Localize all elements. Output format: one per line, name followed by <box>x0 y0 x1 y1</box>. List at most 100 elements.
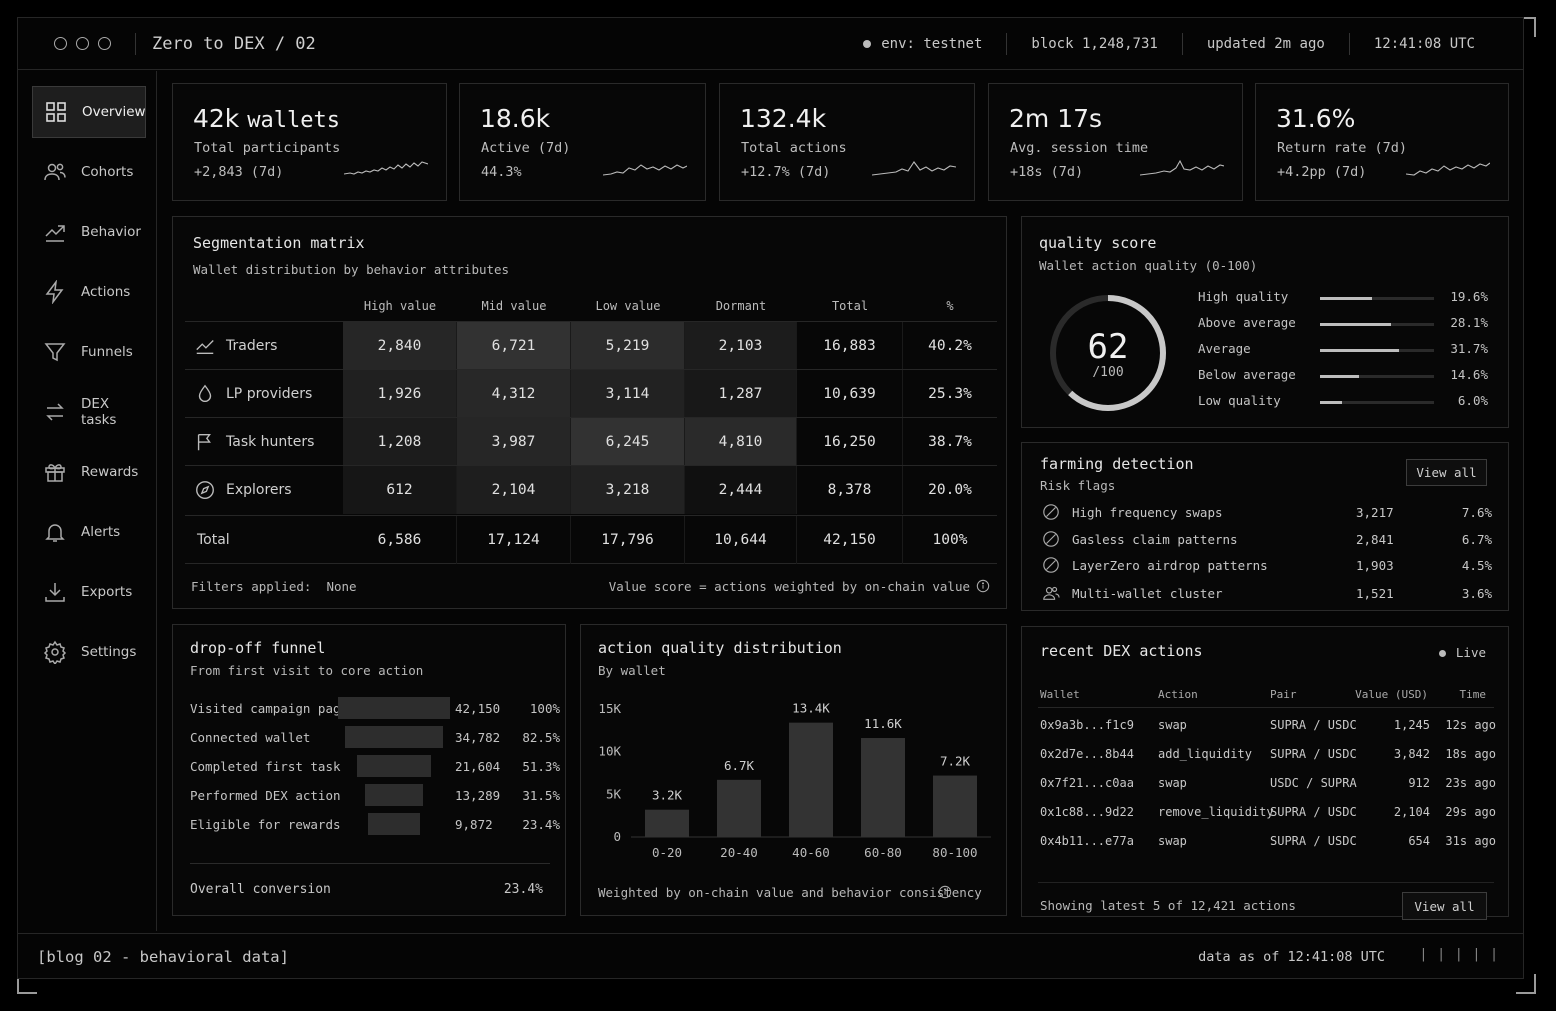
row-label: Explorers <box>226 482 292 498</box>
sidebar-item-label: Actions <box>81 284 131 300</box>
gear-icon <box>43 640 67 664</box>
data-timestamp: data as of 12:41:08 UTC <box>1198 949 1385 965</box>
matrix-cell[interactable]: 2,840 <box>343 322 457 370</box>
sidebar-item-alerts[interactable]: Alerts <box>32 506 146 558</box>
quality-bar-fill <box>1320 349 1399 352</box>
funnel-bar <box>338 697 450 719</box>
sidebar-item-funnels[interactable]: Funnels <box>32 326 146 378</box>
funnel-step-percent: 31.5% <box>522 788 560 803</box>
funnel-step[interactable]: Connected wallet 34,782 82.5% <box>190 723 560 752</box>
quality-score-value: 62 <box>1087 327 1129 367</box>
kpi-value: 18.6k <box>480 104 551 133</box>
quality-label: Average <box>1198 341 1251 356</box>
matrix-cell[interactable]: 5,219 <box>571 322 685 370</box>
bar-value-label: 11.6K <box>864 716 902 731</box>
time-cell: 29s ago <box>1445 805 1496 819</box>
matrix-row-lp-providers[interactable]: LP providers 1,926 4,312 3,114 1,287 10,… <box>185 369 997 418</box>
quality-bar-fill <box>1320 401 1342 404</box>
matrix-cell[interactable]: 4,810 <box>685 418 797 466</box>
sidebar-item-behavior[interactable]: Behavior <box>32 206 146 258</box>
row-label: LP providers <box>226 386 313 402</box>
table-row[interactable]: 0x7f21...c0aa swap USDC / SUPRA 912 23s ago <box>1022 776 1510 798</box>
info-icon[interactable] <box>976 579 990 593</box>
matrix-row-explorers[interactable]: Explorers 612 2,104 3,218 2,444 8,378 20… <box>185 465 997 514</box>
chart-footnote: Weighted by on-chain value and behavior … <box>598 885 982 900</box>
table-row[interactable]: 0x4b11...e77a swap SUPRA / USDC 654 31s ago <box>1022 834 1510 856</box>
matrix-cell[interactable]: 3,218 <box>571 466 685 514</box>
env-label: env: testnet <box>881 36 983 52</box>
total-cell: 6,586 <box>343 516 457 564</box>
matrix-cell[interactable]: 1,208 <box>343 418 457 466</box>
funnel-step-label: Connected wallet <box>190 730 311 745</box>
quality-label: High quality <box>1198 289 1289 304</box>
sidebar-item-label: DEX tasks <box>81 396 117 428</box>
matrix-cell[interactable]: 6,721 <box>457 322 571 370</box>
sidebar-item-label: Rewards <box>81 464 139 480</box>
live-label: Live <box>1455 645 1486 660</box>
sidebar-item-dex-tasks[interactable]: DEX tasks <box>32 386 146 438</box>
row-total: 10,639 <box>797 370 903 418</box>
matrix-row-task-hunters[interactable]: Task hunters 1,208 3,987 6,245 4,810 16,… <box>185 417 997 466</box>
sidebar-item-settings[interactable]: Settings <box>32 626 146 678</box>
row-total: 16,250 <box>797 418 903 466</box>
funnel-step[interactable]: Completed first task 21,604 51.3% <box>190 752 560 781</box>
matrix-cell[interactable]: 6,245 <box>571 418 685 466</box>
table-row[interactable]: 0x1c88...9d22 remove_liquidity SUPRA / USD… <box>1022 805 1510 827</box>
info-icon[interactable] <box>938 885 952 899</box>
matrix-cell[interactable]: 2,444 <box>685 466 797 514</box>
ban-icon <box>1043 557 1059 573</box>
pair-cell: SUPRA / USDC <box>1270 718 1357 732</box>
x-tick-label: 40-60 <box>792 845 830 860</box>
matrix-cell[interactable]: 612 <box>343 466 457 514</box>
sidebar-item-actions[interactable]: Actions <box>32 266 146 318</box>
matrix-cell[interactable]: 2,104 <box>457 466 571 514</box>
matrix-row-traders[interactable]: Traders 2,840 6,721 5,219 2,103 16,883 4… <box>185 321 997 370</box>
matrix-cell[interactable]: 1,926 <box>343 370 457 418</box>
window-close-button[interactable] <box>54 37 67 50</box>
table-row[interactable]: 0x9a3b...f1c9 swap SUPRA / USDC 1,245 12s ag… <box>1022 718 1510 740</box>
window-maximize-button[interactable] <box>98 37 111 50</box>
quality-gauge <box>1050 295 1166 411</box>
farming-view-all-button[interactable]: View all <box>1406 459 1487 486</box>
quality-percent: 6.0% <box>1457 393 1488 408</box>
matrix-cell[interactable]: 2,103 <box>685 322 797 370</box>
filters-value[interactable]: None <box>326 579 357 594</box>
funnel-step[interactable]: Eligible for rewards 9,872 23.4% <box>190 810 560 839</box>
quality-bar <box>1320 375 1434 378</box>
kpi-label: Avg. session time <box>1010 140 1149 156</box>
app-window: Zero to DEX / 02 env: testnet block 1,24… <box>17 17 1524 979</box>
kpi-value: 42k <box>193 104 240 133</box>
y-tick-label: 5K <box>606 786 622 801</box>
table-row[interactable]: 0x2d7e...8b44 add_liquidity SUPRA / USDC 3,… <box>1022 747 1510 769</box>
col-header: Wallet <box>1040 688 1080 701</box>
col-header: Time <box>1459 688 1487 701</box>
matrix-cell[interactable]: 3,987 <box>457 418 571 466</box>
risk-flag-row[interactable]: Gasless claim patterns 2,841 6.7% <box>1042 526 1492 552</box>
col-header: Value (USD) <box>1355 688 1428 701</box>
row-percent: 40.2% <box>928 338 972 354</box>
funnel-bar <box>344 726 444 748</box>
risk-flag-row[interactable]: Multi-wallet cluster 1,521 3.6% <box>1042 580 1492 606</box>
sidebar-item-cohorts[interactable]: Cohorts <box>32 146 146 198</box>
recent-view-all-button[interactable]: View all <box>1402 892 1487 920</box>
funnel-step[interactable]: Visited campaign page 42,150 100% <box>190 694 560 723</box>
funnel-step[interactable]: Performed DEX action 13,289 31.5% <box>190 781 560 810</box>
sidebar-item-exports[interactable]: Exports <box>32 566 146 618</box>
sidebar-item-overview[interactable]: Overview <box>32 86 146 138</box>
bar <box>933 775 977 837</box>
sidebar-item-rewards[interactable]: Rewards <box>32 446 146 498</box>
funnel-step-value: 13,289 <box>455 788 501 803</box>
x-tick-label: 0-20 <box>652 845 682 860</box>
risk-flag-row[interactable]: LayerZero airdrop patterns 1,903 4.5% <box>1042 552 1492 578</box>
matrix-cell[interactable]: 1,287 <box>685 370 797 418</box>
bar-value-label: 6.7K <box>724 758 755 773</box>
row-total: 8,378 <box>797 466 903 514</box>
funnel-bar <box>368 813 420 835</box>
overall-conversion-value: 23.4% <box>503 882 543 897</box>
risk-flag-row[interactable]: High frequency swaps 3,217 7.6% <box>1042 499 1492 525</box>
window-minimize-button[interactable] <box>76 37 89 50</box>
matrix-cell[interactable]: 4,312 <box>457 370 571 418</box>
sidebar-item-label: Funnels <box>81 344 133 360</box>
quality-bar-fill <box>1320 375 1359 378</box>
matrix-cell[interactable]: 3,114 <box>571 370 685 418</box>
